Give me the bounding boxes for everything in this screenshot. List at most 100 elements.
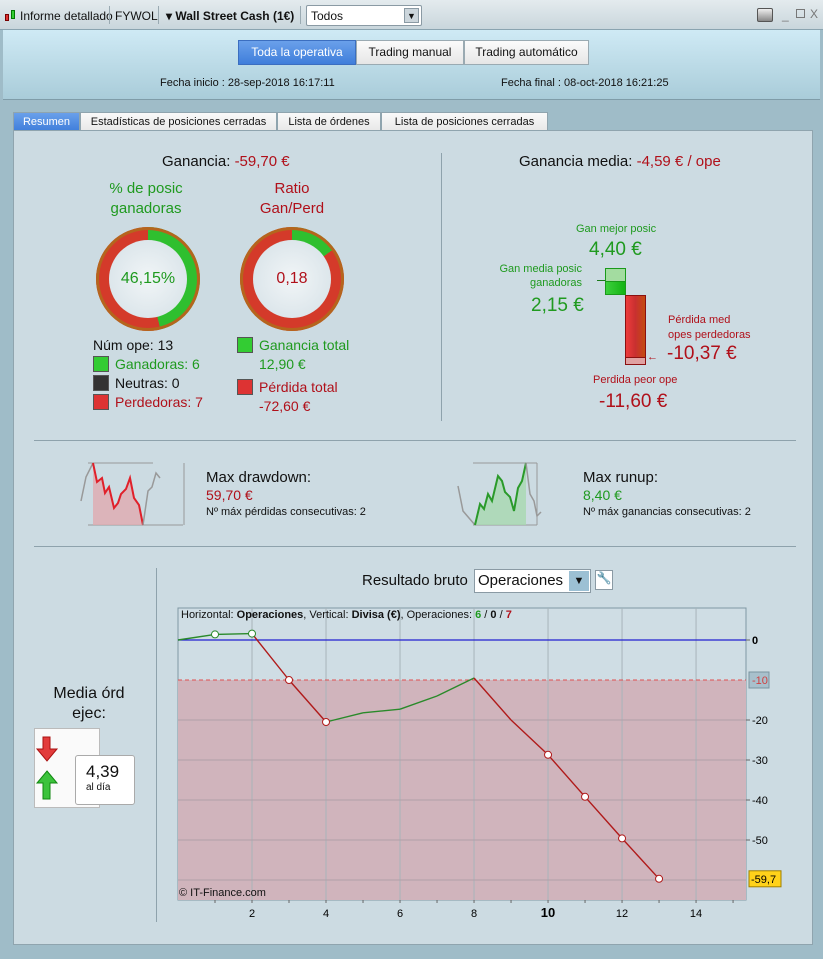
report-title: Informe detallado bbox=[20, 9, 113, 23]
close-icon[interactable]: X bbox=[810, 7, 819, 21]
series-segment bbox=[214, 632, 253, 636]
runup-value: 8,40 € bbox=[583, 487, 622, 503]
winners-count: Ganadoras: 6 bbox=[115, 356, 200, 372]
neutral-swatch bbox=[93, 375, 109, 391]
series-segment bbox=[251, 633, 290, 681]
maximize-icon[interactable] bbox=[796, 9, 805, 18]
losers-count: Perdedoras: 7 bbox=[115, 394, 203, 410]
instrument-selector[interactable]: ▾ Wall Street Cash (1€) bbox=[166, 9, 295, 23]
chart-info: Horizontal: Operaciones, Vertical: Divis… bbox=[181, 609, 512, 621]
data-point bbox=[211, 630, 220, 639]
avg-loss-bar bbox=[625, 295, 646, 358]
data-point bbox=[581, 792, 590, 801]
account-name[interactable]: FYWOL bbox=[115, 9, 158, 23]
gain-total: Ganancia: -59,70 € bbox=[162, 153, 290, 170]
y-tick-label: -50 bbox=[752, 835, 768, 847]
drawdown-label: Max drawdown: bbox=[206, 469, 312, 486]
drawdown-value: 59,70 € bbox=[206, 487, 253, 503]
tab-posiciones[interactable]: Lista de posiciones cerradas bbox=[381, 112, 548, 131]
best-label: Gan mejor posic bbox=[576, 223, 657, 235]
x-tick-label: 2 bbox=[249, 908, 255, 920]
avg-gain: Ganancia media: -4,59 € / ope bbox=[519, 153, 721, 170]
drawdown-sub: Nº máx pérdidas consecutivas: 2 bbox=[206, 506, 366, 518]
tab-ordenes[interactable]: Lista de órdenes bbox=[277, 112, 381, 131]
header: Toda la operativa Trading manual Trading… bbox=[3, 30, 820, 100]
wrench-icon[interactable]: 🔧 bbox=[595, 570, 613, 590]
filter-select[interactable]: Todos ▼ bbox=[306, 5, 422, 26]
tab-estadisticas[interactable]: Estadísticas de posiciones cerradas bbox=[80, 112, 277, 131]
result-chart: 2 4 6 8 10 12 14 0 -20 -30 -40 -50 -10 -59,7 bbox=[177, 607, 782, 920]
avg-loss-label: Pérdida med opes perdedoras bbox=[668, 314, 751, 341]
total-loss-label: Pérdida total bbox=[259, 379, 338, 395]
drawdown-label: -10 bbox=[752, 675, 768, 687]
best-gain-bar bbox=[605, 268, 626, 282]
ratio-title: Ratio Gan/Perd bbox=[259, 180, 325, 217]
data-point bbox=[544, 750, 553, 759]
series-segment bbox=[436, 677, 475, 697]
minimize-icon[interactable]: _ bbox=[782, 8, 789, 22]
segment-all[interactable]: Toda la operativa bbox=[238, 40, 356, 65]
total-loss: -72,60 € bbox=[259, 398, 311, 414]
series-segment bbox=[325, 712, 364, 723]
chart-mode-select[interactable]: Operaciones ▼ bbox=[474, 569, 591, 593]
y-tick-label: -20 bbox=[752, 715, 768, 727]
avg-loss-value: -10,37 € bbox=[667, 343, 737, 364]
chevron-down-icon: ▼ bbox=[404, 8, 419, 23]
gain-swatch bbox=[237, 337, 253, 353]
drawdown-sparkline bbox=[80, 462, 185, 526]
losers-swatch bbox=[93, 394, 109, 410]
ops-legend: Núm ope: 13 Ganadoras: 6 Neutras: 0 Perd… bbox=[93, 336, 203, 412]
last-value-badge bbox=[748, 870, 782, 888]
series-segment bbox=[621, 837, 660, 880]
avg-win-label: Gan media posic ganadoras bbox=[499, 263, 582, 289]
series-segment bbox=[399, 695, 438, 710]
x-tick-label: 14 bbox=[690, 908, 702, 920]
pct-winners-donut: 46,15% bbox=[96, 227, 200, 331]
arrow-left-icon: ← bbox=[647, 351, 658, 363]
series-segment bbox=[473, 677, 512, 721]
avg-win-value: 2,15 € bbox=[531, 295, 584, 316]
print-icon[interactable] bbox=[757, 8, 773, 22]
y-tick-label: 0 bbox=[752, 635, 758, 647]
total-gain: 12,90 € bbox=[259, 356, 306, 372]
x-tick-label: 12 bbox=[616, 908, 628, 920]
x-tick-label: 6 bbox=[397, 908, 403, 920]
candlestick-icon bbox=[4, 9, 16, 23]
end-date: Fecha final : 08-oct-2018 16:21:25 bbox=[501, 77, 669, 89]
runup-sparkline bbox=[457, 462, 542, 526]
num-ops: Núm ope: 13 bbox=[93, 337, 174, 353]
ratio-donut: 0,18 bbox=[240, 227, 344, 331]
runup-label: Max runup: bbox=[583, 469, 659, 486]
runup-sub: Nº máx ganancias consecutivas: 2 bbox=[583, 506, 751, 518]
loss-swatch bbox=[237, 379, 253, 395]
copyright: © IT-Finance.com bbox=[179, 887, 266, 899]
orders-per-day: 4,39 al día bbox=[75, 755, 135, 805]
series-segment bbox=[510, 719, 549, 756]
data-point bbox=[655, 874, 664, 883]
orders-unit: al día bbox=[86, 782, 111, 793]
tab-resumen[interactable]: Resumen bbox=[13, 112, 80, 131]
series-segment bbox=[547, 754, 586, 798]
pct-winners-value: 46,15% bbox=[109, 240, 187, 318]
start-date: Fecha inicio : 28-sep-2018 16:17:11 bbox=[160, 77, 335, 89]
pct-winners-title: % de posic ganadoras bbox=[109, 180, 183, 217]
orders-value: 4,39 bbox=[86, 762, 120, 781]
gain-loss-legend: Ganancia total 12,90 € Pérdida total -72,6… bbox=[237, 336, 349, 416]
x-tick-label: 8 bbox=[471, 908, 477, 920]
x-tick-label: 10 bbox=[541, 905, 555, 920]
winners-swatch bbox=[93, 356, 109, 372]
series-segment bbox=[288, 679, 327, 723]
worst-value: -11,60 € bbox=[599, 391, 668, 412]
chart-title: Resultado bruto bbox=[362, 572, 468, 589]
worst-label: Perdida peor ope bbox=[593, 374, 678, 386]
chevron-down-icon: ▼ bbox=[569, 571, 589, 591]
segment-manual[interactable]: Trading manual bbox=[356, 40, 464, 65]
drawdown-badge bbox=[748, 671, 770, 689]
segment-automatic[interactable]: Trading automático bbox=[464, 40, 589, 65]
avg-gain-bar bbox=[605, 281, 626, 295]
worst-loss-bar bbox=[625, 357, 646, 365]
x-tick-label: 4 bbox=[323, 908, 329, 920]
best-value: 4,40 € bbox=[589, 239, 642, 260]
neutral-count: Neutras: 0 bbox=[115, 375, 180, 391]
y-tick-label: -40 bbox=[752, 795, 768, 807]
